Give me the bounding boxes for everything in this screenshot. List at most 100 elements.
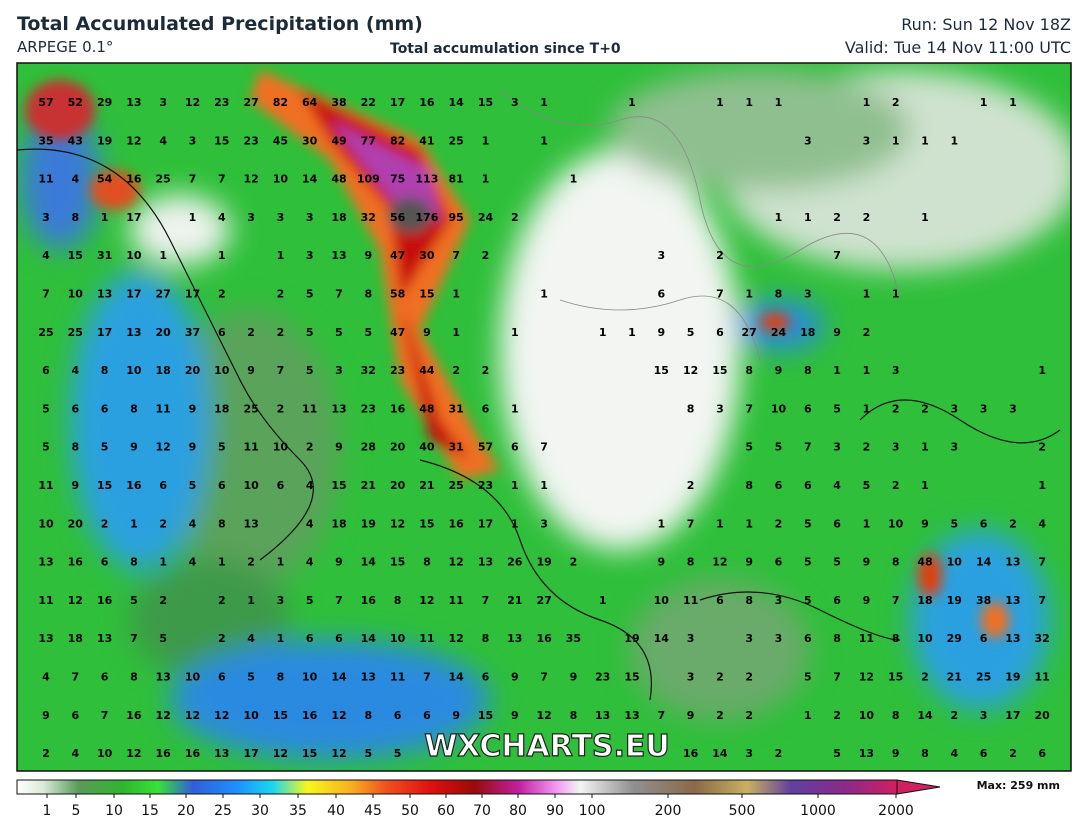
precip-value: 1	[511, 479, 519, 492]
field	[17, 63, 1071, 771]
precip-value: 5	[394, 747, 402, 760]
precip-value: 2	[775, 747, 783, 760]
precip-value: 8	[71, 441, 79, 454]
colorbar-arrow	[896, 779, 941, 795]
precip-value: 3	[745, 632, 753, 645]
precip-value: 27	[536, 594, 551, 607]
precip-value: 7	[657, 709, 665, 722]
precip-value: 6	[482, 402, 490, 415]
precip-value: 7	[540, 671, 548, 684]
precip-value: 25	[449, 479, 464, 492]
precip-value: 10	[68, 288, 84, 301]
precip-value: 10	[185, 671, 201, 684]
precip-value: 17	[1005, 709, 1020, 722]
precip-value: 1	[921, 479, 929, 492]
precip-value: 7	[277, 364, 285, 377]
precip-value: 6	[218, 326, 226, 339]
precip-value: 1	[540, 288, 548, 301]
precip-value: 17	[126, 211, 141, 224]
precip-value: 7	[71, 671, 79, 684]
colorbar-label: 1000	[800, 803, 836, 819]
precip-value: 81	[449, 173, 464, 186]
precip-value: 12	[68, 594, 83, 607]
precip-value: 4	[950, 747, 958, 760]
precip-value: 6	[101, 671, 109, 684]
precip-value: 9	[511, 709, 519, 722]
precip-value: 7	[540, 441, 548, 454]
precip-value: 9	[247, 364, 255, 377]
precip-value: 32	[361, 211, 376, 224]
colorbar-label: 5	[72, 803, 81, 819]
precip-value: 6	[1038, 747, 1046, 760]
precip-value: 8	[423, 556, 431, 569]
precip-value: 38	[331, 96, 346, 109]
precip-value: 4	[71, 747, 79, 760]
colorbar-label: 35	[289, 803, 307, 819]
precip-value: 8	[892, 556, 900, 569]
precip-value: 9	[745, 556, 753, 569]
precip-value: 6	[716, 594, 724, 607]
precip-value: 2	[218, 594, 226, 607]
precip-value: 12	[156, 709, 171, 722]
precip-value: 3	[804, 134, 812, 147]
precip-value: 6	[71, 402, 79, 415]
precip-value: 14	[976, 556, 992, 569]
precip-value: 6	[833, 517, 841, 530]
precip-value: 1	[863, 96, 871, 109]
precip-value: 2	[892, 402, 900, 415]
precip-value: 21	[361, 479, 376, 492]
precip-value: 3	[775, 632, 783, 645]
precip-value: 9	[687, 709, 695, 722]
precip-value: 176	[415, 211, 438, 224]
precip-value: 1	[833, 364, 841, 377]
precip-value: 15	[273, 709, 288, 722]
precip-value: 7	[833, 249, 841, 262]
precip-value: 27	[156, 288, 171, 301]
precip-value: 6	[804, 402, 812, 415]
precip-value: 2	[716, 709, 724, 722]
precip-value: 3	[277, 594, 285, 607]
precip-value: 5	[101, 441, 109, 454]
precip-value: 10	[654, 594, 670, 607]
precip-value: 2	[863, 211, 871, 224]
precip-value: 15	[712, 364, 727, 377]
precip-value: 3	[1009, 402, 1017, 415]
precip-value: 13	[97, 288, 112, 301]
precip-value: 12	[273, 747, 288, 760]
precip-value: 2	[159, 517, 167, 530]
precip-value: 16	[126, 173, 142, 186]
precip-value: 14	[331, 671, 347, 684]
precip-value: 8	[833, 632, 841, 645]
precip-value: 10	[947, 556, 963, 569]
precip-value: 7	[423, 671, 431, 684]
precip-value: 2	[892, 96, 900, 109]
precip-value: 12	[683, 364, 698, 377]
precip-value: 48	[419, 402, 434, 415]
precip-value: 2	[482, 249, 490, 262]
precip-value: 3	[892, 441, 900, 454]
precip-value: 25	[156, 173, 171, 186]
precip-value: 25	[68, 326, 83, 339]
precip-value: 8	[364, 288, 372, 301]
precip-value: 3	[306, 211, 314, 224]
precip-value: 6	[833, 594, 841, 607]
precip-value: 15	[390, 556, 405, 569]
precip-value: 1	[980, 96, 988, 109]
precip-value: 13	[243, 517, 258, 530]
precip-value: 32	[361, 364, 376, 377]
precip-value: 13	[859, 747, 874, 760]
precip-value: 47	[390, 326, 405, 339]
precip-value: 7	[130, 632, 138, 645]
precip-value: 8	[687, 402, 695, 415]
precip-value: 3	[775, 594, 783, 607]
precip-value: 9	[42, 709, 50, 722]
precip-value: 1	[657, 517, 665, 530]
precip-value: 28	[361, 441, 376, 454]
precip-value: 13	[1005, 556, 1020, 569]
precip-value: 10	[302, 671, 318, 684]
precip-value: 12	[419, 594, 434, 607]
precip-value: 1	[863, 517, 871, 530]
precip-value: 5	[745, 441, 753, 454]
colorbar-label: 10	[105, 803, 123, 819]
colorbar-label: 15	[141, 803, 159, 819]
